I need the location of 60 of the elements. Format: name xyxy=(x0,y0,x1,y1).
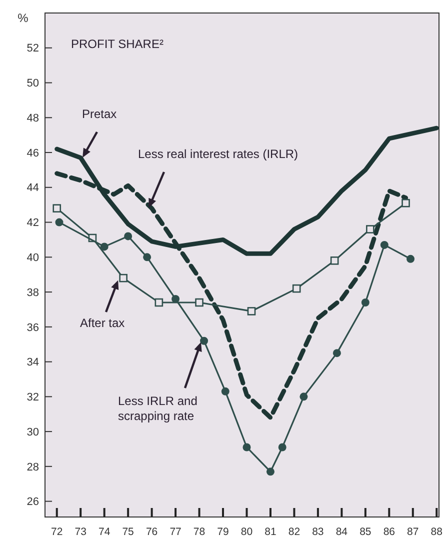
point xyxy=(242,443,251,452)
point xyxy=(278,443,286,452)
y-tick-label: 28 xyxy=(26,461,39,474)
point xyxy=(406,254,415,263)
y-tick-label: 30 xyxy=(26,426,39,438)
x-tick-label: 73 xyxy=(74,526,87,538)
text: Less real interest rates (IRLR) xyxy=(138,147,298,161)
point xyxy=(366,225,374,234)
x-tick-label: 87 xyxy=(407,526,419,538)
y-tick-label: 52 xyxy=(26,42,39,55)
text: PROFIT SHARE² xyxy=(71,37,164,51)
y-tick-label: 34 xyxy=(26,356,39,369)
point xyxy=(380,240,388,249)
point xyxy=(143,253,152,262)
x-tick-label: 80 xyxy=(240,526,253,538)
x-tick-label: 81 xyxy=(264,526,276,538)
text: Pretax xyxy=(82,107,117,121)
x-tick-label: 78 xyxy=(193,526,206,538)
x-tick-label: 84 xyxy=(336,526,348,538)
point xyxy=(332,349,341,358)
y-tick-label: 40 xyxy=(26,252,39,264)
point xyxy=(361,298,370,306)
x-tick-label: 82 xyxy=(288,526,300,538)
text: Less IRLR and scrapping rate xyxy=(118,394,198,423)
x-tick-label: 74 xyxy=(98,526,110,538)
x-tick-label: 85 xyxy=(360,526,372,538)
point xyxy=(55,218,64,226)
point xyxy=(200,336,208,345)
x-tick-label: 79 xyxy=(217,526,230,538)
point xyxy=(124,232,132,240)
y-tick-label: 48 xyxy=(26,112,39,124)
point xyxy=(292,284,301,293)
point xyxy=(119,274,128,282)
x-tick-label: 88 xyxy=(430,526,443,538)
y-tick-label: 38 xyxy=(26,286,39,299)
y-tick-label: 36 xyxy=(26,322,39,334)
y-tick-label: 32 xyxy=(26,392,39,404)
point xyxy=(330,256,339,265)
text: After tax xyxy=(80,316,125,330)
x-tick-label: 76 xyxy=(146,526,158,538)
point xyxy=(195,298,204,307)
point xyxy=(100,242,108,251)
y-tick-label: 44 xyxy=(26,182,39,194)
x-tick-label: 72 xyxy=(51,526,63,538)
y-tick-label: 42 xyxy=(26,217,39,230)
x-tick-label: 83 xyxy=(312,526,324,538)
x-tick-label: 86 xyxy=(383,526,396,538)
y-tick-label: 46 xyxy=(26,147,39,160)
point xyxy=(247,307,256,316)
point xyxy=(221,387,230,396)
point xyxy=(154,298,164,307)
y-tick-label: 50 xyxy=(26,78,39,90)
point xyxy=(402,198,410,208)
point xyxy=(300,392,308,401)
point xyxy=(52,204,62,212)
point xyxy=(266,468,274,476)
y-tick-label: 26 xyxy=(26,496,39,508)
x-tick-label: 75 xyxy=(122,526,134,538)
x-tick-label: 77 xyxy=(170,526,182,538)
y-axis-title: % xyxy=(18,11,29,25)
